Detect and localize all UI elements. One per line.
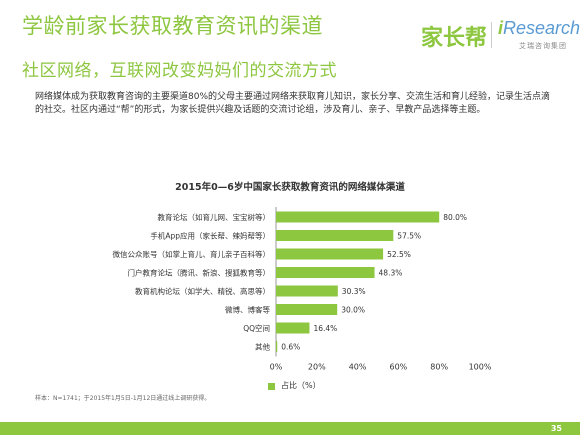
bar <box>276 211 440 223</box>
page-title: 学龄前家长获取教育资讯的渠道 <box>22 14 323 38</box>
category-label: 门户教育论坛（腾讯、新浪、搜狐教育等） <box>128 268 271 278</box>
x-tick-label: 40% <box>349 363 367 372</box>
data-label: 48.3% <box>379 269 403 278</box>
iresearch-logo-text: Research <box>503 18 580 38</box>
legend-label: 占比（%） <box>281 381 321 390</box>
x-tick-label: 60% <box>390 363 408 372</box>
x-tick-label: 20% <box>308 363 326 372</box>
iresearch-logo: iResearch <box>498 18 580 39</box>
data-label: 52.5% <box>387 250 411 259</box>
x-tick-label: 80% <box>430 363 448 372</box>
logo-divider <box>491 22 492 48</box>
bar <box>276 267 375 278</box>
category-label: 微博、博客等 <box>225 305 270 315</box>
data-label: 0.6% <box>281 343 300 352</box>
category-label: 教育论坛（如育儿网、宝宝树等） <box>158 212 271 222</box>
page-number: 35 <box>550 424 562 433</box>
bar <box>276 341 278 352</box>
footer-bar: 35 <box>0 422 580 435</box>
data-label: 57.5% <box>397 232 421 241</box>
data-label: 30.3% <box>342 287 366 296</box>
x-tick-label: 100% <box>469 363 492 372</box>
bar <box>276 322 310 334</box>
data-label: 80.0% <box>443 213 467 222</box>
category-label: 手机App应用（家长帮、辣妈帮等） <box>150 231 270 241</box>
category-label: QQ空间 <box>243 323 270 333</box>
chart-title: 2015年0—6岁中国家长获取教育资讯的网络媒体渠道 <box>175 182 405 193</box>
description-paragraph: 网络媒体成为获取教育咨询的主要渠道80%的父母主要通过网络来获取育儿知识，家长分… <box>35 92 551 115</box>
bar <box>276 304 338 315</box>
category-label: 教育机构论坛（如学大、精锐、高思等） <box>135 286 270 296</box>
bar <box>276 285 338 297</box>
source-note: 样本：N=1741；于2015年1月5日-1月12日通过线上调研获得。 <box>35 395 211 402</box>
iresearch-logo-subtext: 艾瑞咨询集团 <box>519 42 567 50</box>
bar <box>276 248 384 260</box>
bar <box>276 230 394 241</box>
legend-swatch <box>268 383 275 390</box>
data-label: 30.0% <box>341 306 365 315</box>
page-subtitle: 社区网络，互联网改变妈妈们的交流方式 <box>22 61 337 81</box>
x-tick-label: 0% <box>270 363 283 372</box>
category-label: 微信公众账号（如掌上育儿、育儿亲子百科等） <box>113 249 271 259</box>
data-label: 16.4% <box>313 324 337 333</box>
jiazhangbang-logo: 家长帮 <box>421 26 488 51</box>
category-label: 其他 <box>255 342 270 352</box>
iresearch-logo-i: i <box>498 18 504 38</box>
